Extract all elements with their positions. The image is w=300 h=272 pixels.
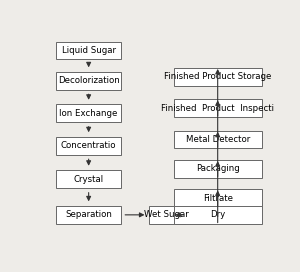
Text: Separation: Separation	[65, 210, 112, 219]
Text: Metal Detector: Metal Detector	[186, 135, 250, 144]
Text: Finished Product Storage: Finished Product Storage	[164, 72, 272, 81]
FancyBboxPatch shape	[173, 68, 262, 85]
Text: Liquid Sugar: Liquid Sugar	[62, 46, 116, 55]
FancyBboxPatch shape	[173, 99, 262, 117]
FancyBboxPatch shape	[56, 137, 121, 155]
FancyBboxPatch shape	[56, 42, 121, 59]
Text: Packaging: Packaging	[196, 164, 240, 173]
Text: Wet Sugar: Wet Sugar	[144, 210, 189, 219]
Text: Filtrate: Filtrate	[203, 194, 233, 203]
FancyBboxPatch shape	[173, 206, 262, 224]
Text: Ion Exchange: Ion Exchange	[59, 109, 118, 118]
FancyBboxPatch shape	[173, 131, 262, 148]
FancyBboxPatch shape	[173, 189, 262, 207]
Text: Concentratio: Concentratio	[61, 141, 116, 150]
FancyBboxPatch shape	[56, 170, 121, 188]
Text: Finished  Product  Inspecti: Finished Product Inspecti	[161, 104, 274, 113]
FancyBboxPatch shape	[56, 104, 121, 122]
Text: Dry: Dry	[210, 210, 225, 219]
FancyBboxPatch shape	[56, 206, 121, 224]
Text: Crystal: Crystal	[74, 175, 104, 184]
FancyBboxPatch shape	[173, 160, 262, 178]
FancyBboxPatch shape	[56, 72, 121, 90]
Text: Decolorization: Decolorization	[58, 76, 119, 85]
FancyBboxPatch shape	[148, 206, 184, 224]
